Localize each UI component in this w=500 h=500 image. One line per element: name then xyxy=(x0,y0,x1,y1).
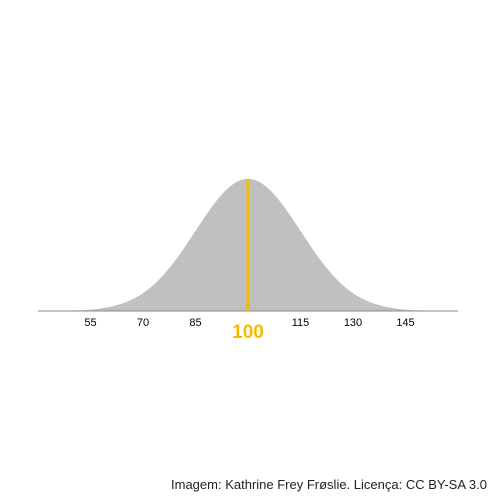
image-credit: Imagem: Kathrine Frey Frøslie. Licença: … xyxy=(171,477,487,492)
x-tick-label: 145 xyxy=(396,317,414,329)
mean-label: 100 xyxy=(232,322,264,343)
x-tick-label: 115 xyxy=(292,317,310,329)
x-tick-label: 85 xyxy=(189,317,201,329)
x-tick-labels: 55 70 85 115 130 145 xyxy=(84,317,414,329)
x-tick-label: 70 xyxy=(137,317,149,329)
x-tick-label: 55 xyxy=(84,317,96,329)
x-tick-label: 130 xyxy=(344,317,362,329)
